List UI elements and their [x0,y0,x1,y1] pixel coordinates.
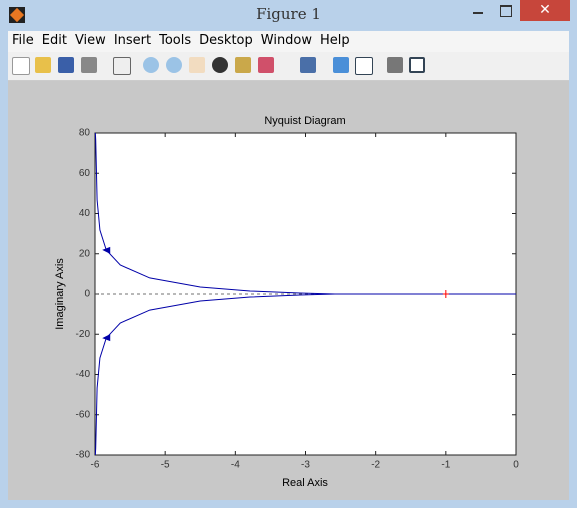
legend-button[interactable] [355,57,373,75]
save-button[interactable] [58,57,74,73]
menu-item[interactable]: File [12,33,34,48]
maximize-button[interactable] [492,0,520,21]
open-button[interactable] [35,57,51,73]
menu-item[interactable]: Insert [113,33,152,48]
chart: Nyquist Diagram Real Axis Imaginary Axis… [54,115,519,489]
menu-item[interactable]: Window [260,33,313,48]
menu-item[interactable]: View [74,33,106,48]
x-tick-label: -5 [161,460,170,471]
x-tick-label: -2 [371,460,380,471]
print-button[interactable] [81,57,97,73]
show-tools-button[interactable] [409,57,425,73]
direction-arrow [102,334,111,342]
new-button[interactable] [12,57,30,75]
y-tick-label: -40 [76,369,91,380]
close-button[interactable]: ✕ [520,0,570,21]
app-icon [9,7,25,23]
link-button[interactable] [300,57,316,73]
minimize-button[interactable] [464,0,492,21]
y-axis-label: Imaginary Axis [54,258,66,330]
y-tick-label: -20 [76,329,91,340]
select-button[interactable] [113,57,131,75]
title-bar: Figure 1 ✕ [0,0,577,30]
nyquist-curve [94,293,516,456]
x-tick-label: -6 [91,460,100,471]
x-axis-label: Real Axis [282,477,328,489]
menu-item[interactable]: Desktop [199,33,253,48]
brush-button[interactable] [258,57,274,73]
chart-title: Nyquist Diagram [264,115,345,127]
y-tick-label: 20 [79,248,91,259]
y-tick-label: 60 [79,168,91,179]
window-title: Figure 1 [256,5,321,23]
pan-button[interactable] [189,57,205,73]
nyquist-curve [94,132,516,295]
hide-tools-button[interactable] [387,57,403,73]
critical-point [442,290,449,298]
y-tick-label: -60 [76,409,91,420]
menu-item[interactable]: Tools [159,33,192,48]
zoom-out-button[interactable] [166,57,182,73]
colorbar-button[interactable] [333,57,349,73]
menu-bar: File Edit View Insert Tools Desktop Window Help [8,31,569,52]
direction-arrow [102,246,111,254]
y-tick-label: 40 [79,208,91,219]
x-tick-label: -3 [301,460,310,471]
menu-item[interactable]: Help [320,33,350,48]
x-tick-label: -4 [231,460,240,471]
y-tick-label: 80 [79,128,91,139]
data-cursor-button[interactable] [235,57,251,73]
y-tick-label: -80 [76,450,91,461]
figure-area: Nyquist Diagram Real Axis Imaginary Axis… [8,81,569,500]
toolbar [8,52,569,81]
x-tick-label: -1 [441,460,450,471]
menu-item[interactable]: Edit [41,33,67,48]
x-tick-label: 0 [513,460,519,471]
zoom-in-button[interactable] [143,57,159,73]
rotate-button[interactable] [212,57,228,73]
y-tick-label: 0 [84,289,90,300]
